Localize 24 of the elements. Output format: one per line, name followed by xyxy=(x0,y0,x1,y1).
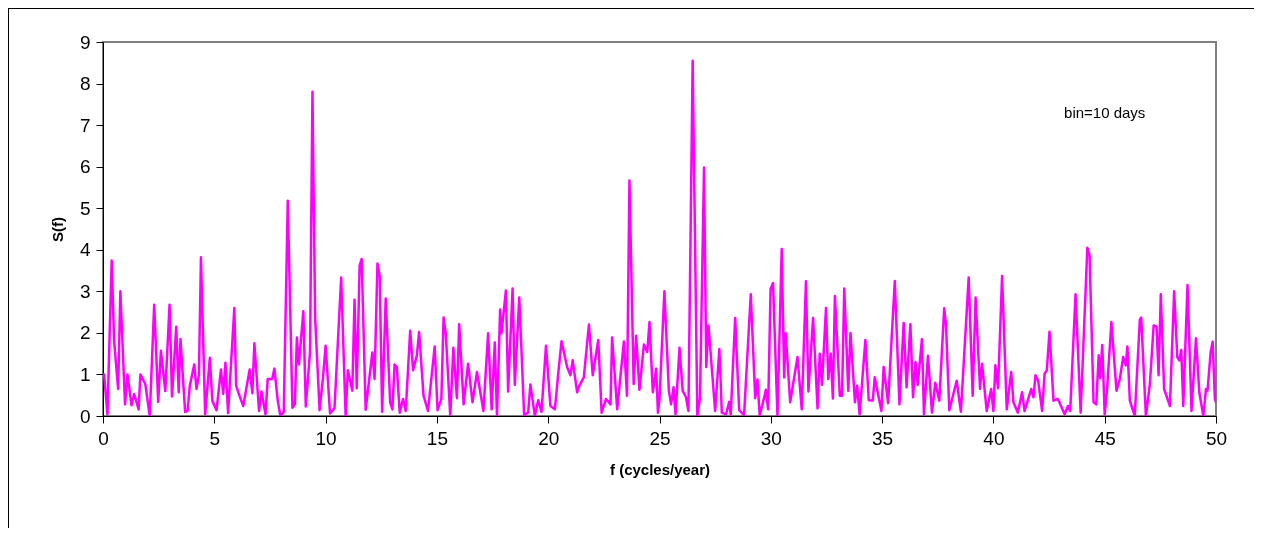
y-tick-label: 9 xyxy=(79,31,91,53)
x-tick-label: 50 xyxy=(1205,427,1228,449)
y-tick-label: 0 xyxy=(79,405,91,427)
x-tick-label: 15 xyxy=(426,427,448,449)
y-tick-label: 2 xyxy=(79,322,91,344)
y-tick-label: 4 xyxy=(79,239,91,261)
y-tick-label: 5 xyxy=(79,197,91,219)
y-axis-title: S(f) xyxy=(48,217,66,242)
x-tick-label: 0 xyxy=(98,427,109,449)
x-tick-label: 25 xyxy=(649,427,671,449)
y-tick-label: 8 xyxy=(79,73,91,95)
x-tick-label: 20 xyxy=(538,427,560,449)
x-tick-label: 45 xyxy=(1094,427,1116,449)
y-tick-label: 3 xyxy=(79,280,91,302)
annotation: bin=10 days xyxy=(1064,104,1146,122)
y-tick-label: 6 xyxy=(79,156,91,178)
y-tick-label: 7 xyxy=(79,114,91,136)
x-tick-label: 10 xyxy=(315,427,337,449)
y-tick-label: 1 xyxy=(79,363,91,385)
x-tick-label: 40 xyxy=(983,427,1005,449)
x-tick-label: 5 xyxy=(209,427,221,449)
x-tick-label: 30 xyxy=(760,427,782,449)
x-axis-title: f (cycles/year) xyxy=(609,460,711,478)
x-tick-label: 35 xyxy=(872,427,894,449)
